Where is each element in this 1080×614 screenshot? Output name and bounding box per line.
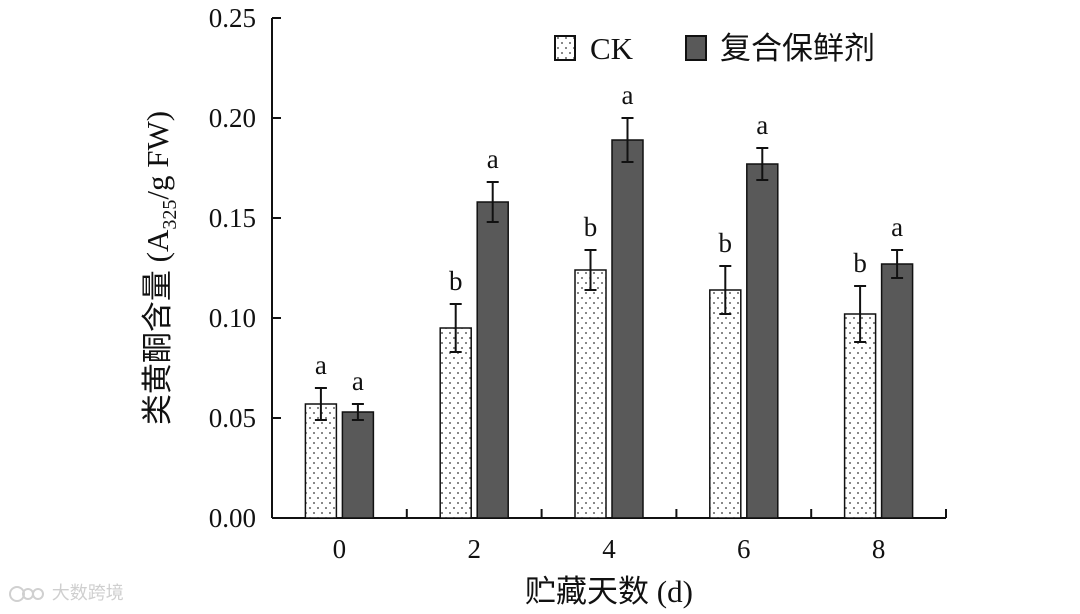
error-bars xyxy=(314,117,904,421)
bar-compound-6 xyxy=(746,163,779,519)
bar-ck-8 xyxy=(843,313,877,519)
significance-label: a xyxy=(756,110,768,140)
legend-swatch-ck xyxy=(554,35,576,61)
legend-label-ck: CK xyxy=(590,31,634,66)
significance-label: a xyxy=(891,212,903,242)
x-tick-label: 2 xyxy=(467,534,481,564)
legend-swatch-compound xyxy=(685,35,707,61)
x-axis-title: 贮藏天数 (d) xyxy=(525,574,693,609)
significance-label: a xyxy=(315,350,327,380)
y-axis-title: 类黄酮含量 (A325/g FW) xyxy=(140,111,181,425)
x-ticks: 0 2 4 6 8 xyxy=(333,509,947,564)
bar-ck-0 xyxy=(304,403,338,519)
legend: CK 复合保鲜剂 xyxy=(554,31,875,66)
x-tick-label: 6 xyxy=(737,534,751,564)
significance-label: a xyxy=(622,80,634,110)
bar-compound-0 xyxy=(341,411,375,519)
x-tick-label: 0 xyxy=(333,534,347,564)
y-ticks: 0.00 0.05 0.10 0.15 0.20 0.25 xyxy=(209,3,281,533)
bar-ck-2 xyxy=(439,327,472,519)
significance-label: a xyxy=(352,366,364,396)
y-tick-label: 0.05 xyxy=(209,403,256,433)
significance-label: b xyxy=(584,212,598,242)
bar-compound-8 xyxy=(880,263,914,519)
y-tick-label: 0.25 xyxy=(209,3,256,33)
significance-label: b xyxy=(719,228,733,258)
y-tick-label: 0.10 xyxy=(209,303,256,333)
camera-logo-icon xyxy=(9,586,44,602)
y-tick-label: 0.15 xyxy=(209,203,256,233)
watermark-text: 大数跨境 xyxy=(51,583,124,604)
bar-compound-4 xyxy=(611,139,644,519)
y-tick-label: 0.20 xyxy=(209,103,256,133)
bar-compound-2 xyxy=(476,201,509,519)
significance-label: b xyxy=(853,248,867,278)
x-tick-label: 8 xyxy=(872,534,886,564)
y-tick-label: 0.00 xyxy=(209,503,256,533)
bar-ck-4 xyxy=(574,269,607,519)
significance-label: a xyxy=(487,144,499,174)
x-tick-label: 4 xyxy=(602,534,616,564)
bars xyxy=(304,139,914,519)
legend-label-compound: 复合保鲜剂 xyxy=(720,31,875,66)
significance-label: b xyxy=(449,266,463,296)
watermark: 大数跨境 xyxy=(8,579,124,605)
bar-ck-6 xyxy=(709,289,742,519)
